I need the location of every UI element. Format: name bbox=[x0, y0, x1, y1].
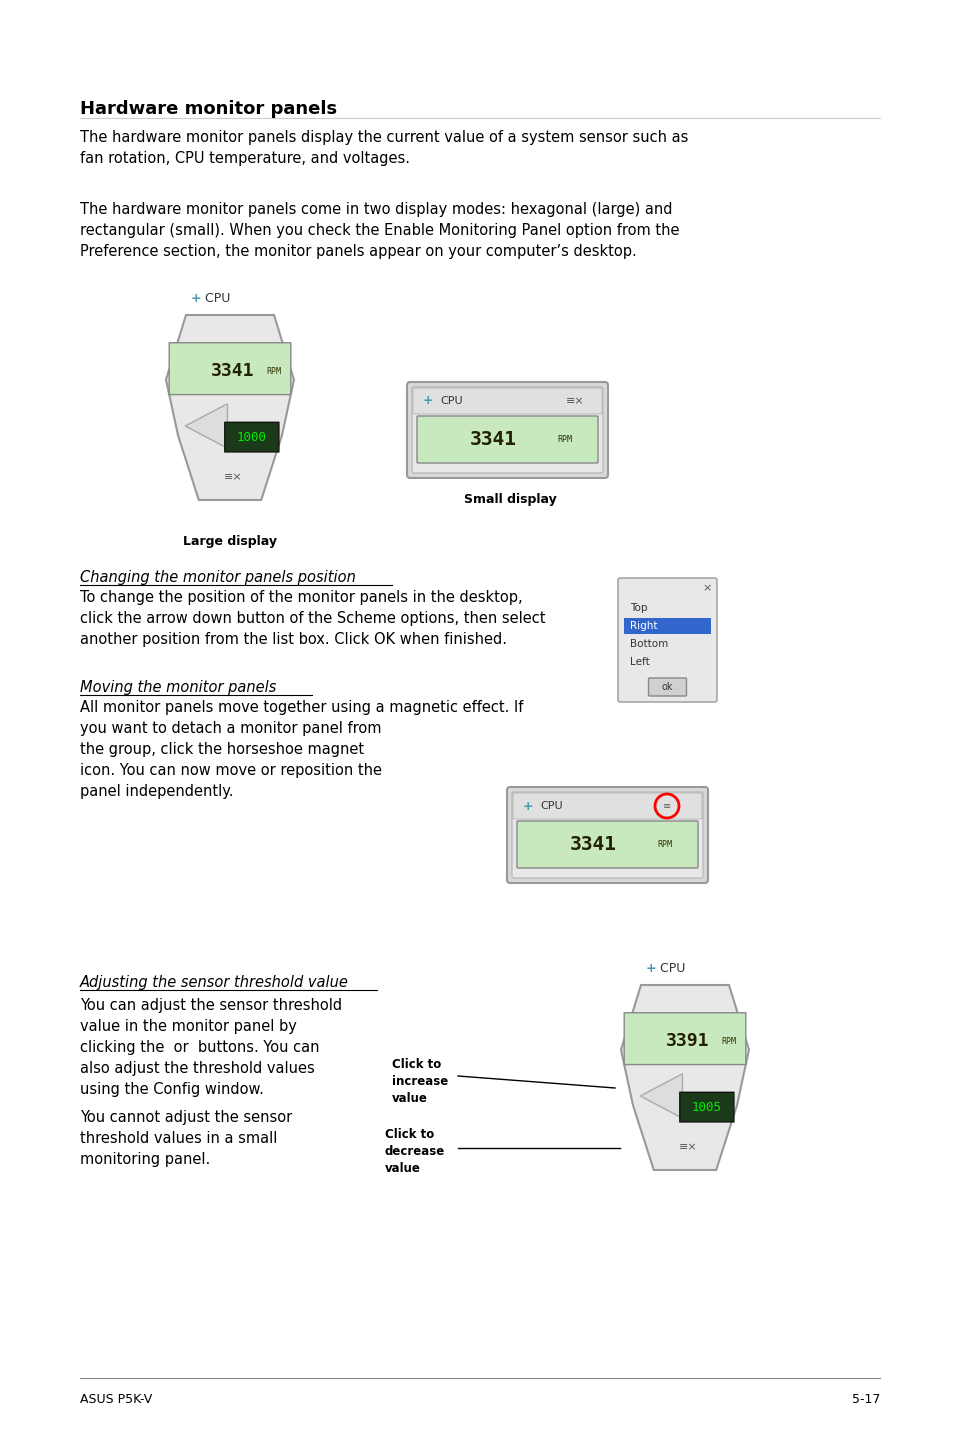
FancyBboxPatch shape bbox=[623, 1012, 745, 1064]
Text: 3341: 3341 bbox=[211, 362, 253, 380]
Text: Bottom: Bottom bbox=[629, 638, 667, 649]
Text: RPM: RPM bbox=[557, 436, 572, 444]
Text: 3391: 3391 bbox=[665, 1032, 708, 1050]
Polygon shape bbox=[185, 404, 227, 449]
FancyBboxPatch shape bbox=[506, 787, 707, 883]
Text: 1005: 1005 bbox=[691, 1100, 721, 1113]
Text: Click to
decrease
value: Click to decrease value bbox=[385, 1127, 445, 1175]
Text: ≡×: ≡× bbox=[565, 395, 584, 406]
FancyBboxPatch shape bbox=[618, 578, 717, 702]
FancyBboxPatch shape bbox=[407, 383, 607, 477]
FancyBboxPatch shape bbox=[517, 821, 698, 869]
Text: ≡: ≡ bbox=[662, 801, 670, 811]
Text: All monitor panels move together using a magnetic effect. If
you want to detach : All monitor panels move together using a… bbox=[80, 700, 523, 800]
Text: ok: ok bbox=[661, 682, 673, 692]
FancyBboxPatch shape bbox=[169, 342, 291, 394]
FancyBboxPatch shape bbox=[513, 792, 701, 820]
Text: Right: Right bbox=[629, 621, 657, 631]
FancyBboxPatch shape bbox=[412, 387, 602, 473]
Text: Top: Top bbox=[629, 603, 647, 613]
FancyBboxPatch shape bbox=[648, 677, 686, 696]
Text: +: + bbox=[191, 292, 201, 305]
Text: ≡×: ≡× bbox=[679, 1143, 697, 1153]
Text: CPU: CPU bbox=[439, 395, 462, 406]
FancyBboxPatch shape bbox=[623, 618, 710, 634]
Text: Changing the monitor panels position: Changing the monitor panels position bbox=[80, 569, 355, 585]
Text: CPU: CPU bbox=[539, 801, 562, 811]
Text: Left: Left bbox=[629, 657, 649, 667]
Text: 1000: 1000 bbox=[236, 430, 267, 443]
Text: +: + bbox=[522, 800, 533, 812]
Polygon shape bbox=[166, 315, 294, 500]
Text: Hardware monitor panels: Hardware monitor panels bbox=[80, 101, 336, 118]
Text: RPM: RPM bbox=[266, 367, 281, 375]
Text: ASUS P5K-V: ASUS P5K-V bbox=[80, 1393, 152, 1406]
Text: ×: × bbox=[701, 582, 711, 592]
FancyBboxPatch shape bbox=[416, 416, 598, 463]
Text: 5-17: 5-17 bbox=[851, 1393, 879, 1406]
Text: +: + bbox=[645, 962, 656, 975]
Text: Adjusting the sensor threshold value: Adjusting the sensor threshold value bbox=[80, 975, 349, 989]
Text: CPU: CPU bbox=[656, 962, 684, 975]
Text: You cannot adjust the sensor
threshold values in a small
monitoring panel.: You cannot adjust the sensor threshold v… bbox=[80, 1110, 292, 1168]
Text: 3341: 3341 bbox=[469, 430, 517, 449]
Text: RPM: RPM bbox=[657, 840, 672, 848]
Text: +: + bbox=[422, 394, 433, 407]
FancyBboxPatch shape bbox=[679, 1093, 733, 1122]
Text: To change the position of the monitor panels in the desktop,
click the arrow dow: To change the position of the monitor pa… bbox=[80, 590, 545, 647]
Text: CPU: CPU bbox=[201, 292, 230, 305]
Text: 3341: 3341 bbox=[569, 835, 616, 854]
Text: The hardware monitor panels come in two display modes: hexagonal (large) and
rec: The hardware monitor panels come in two … bbox=[80, 201, 679, 259]
Text: Click to
increase
value: Click to increase value bbox=[392, 1058, 448, 1104]
Text: The hardware monitor panels display the current value of a system sensor such as: The hardware monitor panels display the … bbox=[80, 129, 688, 165]
FancyBboxPatch shape bbox=[413, 388, 601, 414]
Text: Small display: Small display bbox=[463, 493, 556, 506]
Text: ≡×: ≡× bbox=[224, 473, 242, 483]
Text: RPM: RPM bbox=[720, 1037, 736, 1045]
Text: Large display: Large display bbox=[183, 535, 276, 548]
Text: Moving the monitor panels: Moving the monitor panels bbox=[80, 680, 276, 695]
FancyBboxPatch shape bbox=[225, 423, 278, 452]
FancyBboxPatch shape bbox=[512, 792, 702, 879]
Polygon shape bbox=[620, 985, 748, 1171]
Polygon shape bbox=[639, 1074, 681, 1119]
Text: You can adjust the sensor threshold
value in the monitor panel by
clicking the  : You can adjust the sensor threshold valu… bbox=[80, 998, 342, 1097]
